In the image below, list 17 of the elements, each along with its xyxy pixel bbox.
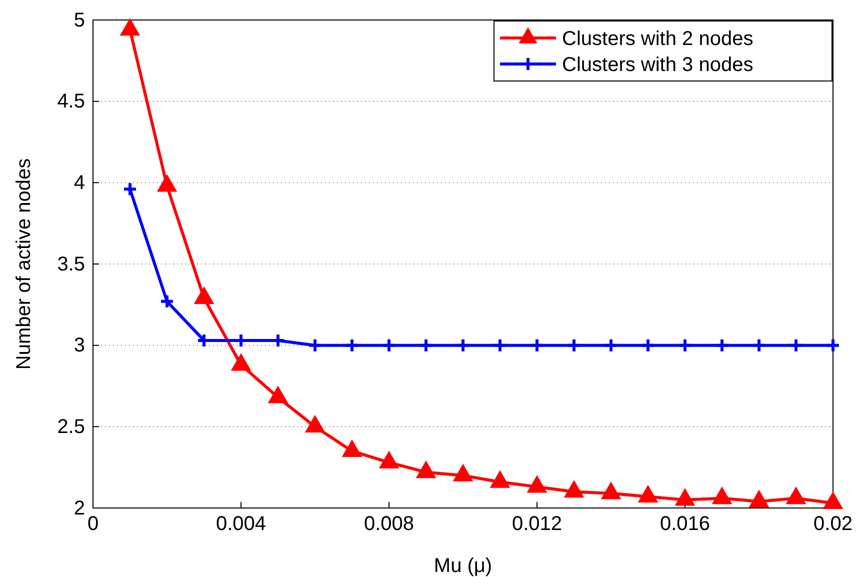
x-tick-label: 0.016: [660, 513, 710, 536]
y-tick-label: 4: [74, 172, 85, 194]
x-tick-label: 0.02: [814, 513, 852, 536]
y-tick-label: 2: [74, 497, 85, 520]
x-tick-label: 0: [87, 513, 99, 536]
y-tick-label: 2.5: [57, 416, 85, 438]
legend-label: Clusters with 3 nodes: [562, 54, 754, 76]
x-tick-label: 0.012: [512, 513, 562, 536]
x-axis-title: Mu (μ): [434, 555, 492, 577]
x-tick-label: 0.004: [216, 513, 266, 536]
y-axis-title: Number of active nodes: [13, 158, 35, 370]
y-tick-label: 3.5: [57, 253, 85, 276]
legend-label: Clusters with 2 nodes: [562, 28, 754, 50]
x-tick-label: 0.008: [364, 513, 414, 536]
y-tick-label: 5: [74, 9, 85, 32]
y-tick-label: 3: [74, 334, 85, 357]
y-tick-label: 4.5: [57, 90, 85, 113]
